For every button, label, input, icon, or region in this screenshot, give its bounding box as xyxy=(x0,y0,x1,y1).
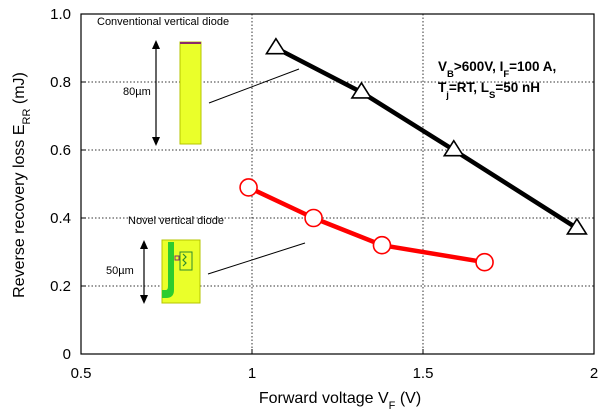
x-axis-title: Forward voltage VF (V) xyxy=(259,390,421,412)
tick-labels: 0 0.2 0.4 0.6 0.8 1.0 0.5 1 1.5 2 xyxy=(50,6,598,382)
conventional-arrow-down-icon xyxy=(152,137,160,146)
axes xyxy=(80,13,595,355)
grid-lines xyxy=(81,14,594,354)
novel-diode-cell xyxy=(179,251,193,271)
x-tick-label: 1 xyxy=(248,365,256,382)
conventional-arrow-up-icon xyxy=(152,40,160,49)
triangle-marker xyxy=(264,37,287,55)
triangle-marker xyxy=(350,81,373,99)
novel-arrow-up-icon xyxy=(140,240,148,249)
novel-arrow-down-icon xyxy=(140,295,148,304)
circle-marker xyxy=(475,252,494,272)
y-tick-label: 0 xyxy=(63,346,71,363)
conventional-leader-line xyxy=(208,68,300,104)
conventional-diode-label: Conventional vertical diode xyxy=(97,16,229,28)
conventional-diode-inset: Conventional vertical diode 80µm xyxy=(97,16,300,146)
y-tick-label: 0.6 xyxy=(50,142,71,159)
triangle-marker xyxy=(442,139,465,157)
novel-diode-structure xyxy=(182,253,187,267)
circle-marker xyxy=(372,235,392,255)
novel-diode-inset: Novel vertical diode 50µm xyxy=(106,215,306,304)
plot-frame xyxy=(80,13,595,355)
x-tick-label: 0.5 xyxy=(71,365,92,382)
series-circle-line xyxy=(247,185,485,265)
y-tick-label: 0.8 xyxy=(50,74,71,91)
novel-diode-contact xyxy=(174,255,180,261)
x-tick-label: 2 xyxy=(590,365,598,382)
data-series xyxy=(239,37,588,272)
circle-marker xyxy=(304,208,323,228)
circle-marker xyxy=(239,178,258,197)
novel-diode-trench xyxy=(162,242,174,298)
series-triangle-line xyxy=(274,46,579,231)
y-tick-label: 0.2 xyxy=(50,278,71,295)
triangle-marker xyxy=(565,217,588,235)
conventional-diode-body xyxy=(179,41,202,145)
conditions-line-1: VB>600V, IF=100 A, xyxy=(438,59,556,80)
conventional-diode-top-metal xyxy=(180,42,201,44)
y-tick-label: 1.0 xyxy=(50,6,71,23)
novel-dimension-label: 50µm xyxy=(106,265,134,277)
x-tick-label: 1.5 xyxy=(413,365,434,382)
conventional-dimension-label: 80µm xyxy=(123,86,151,98)
novel-leader-line xyxy=(207,242,306,275)
conditions-line-2: Tj=RT, LS=50 nH xyxy=(438,80,540,101)
y-tick-label: 0.4 xyxy=(50,210,71,227)
y-axis-title: Reverse recovery loss ERR (mJ) xyxy=(11,72,33,298)
novel-diode-label: Novel vertical diode xyxy=(128,215,224,227)
